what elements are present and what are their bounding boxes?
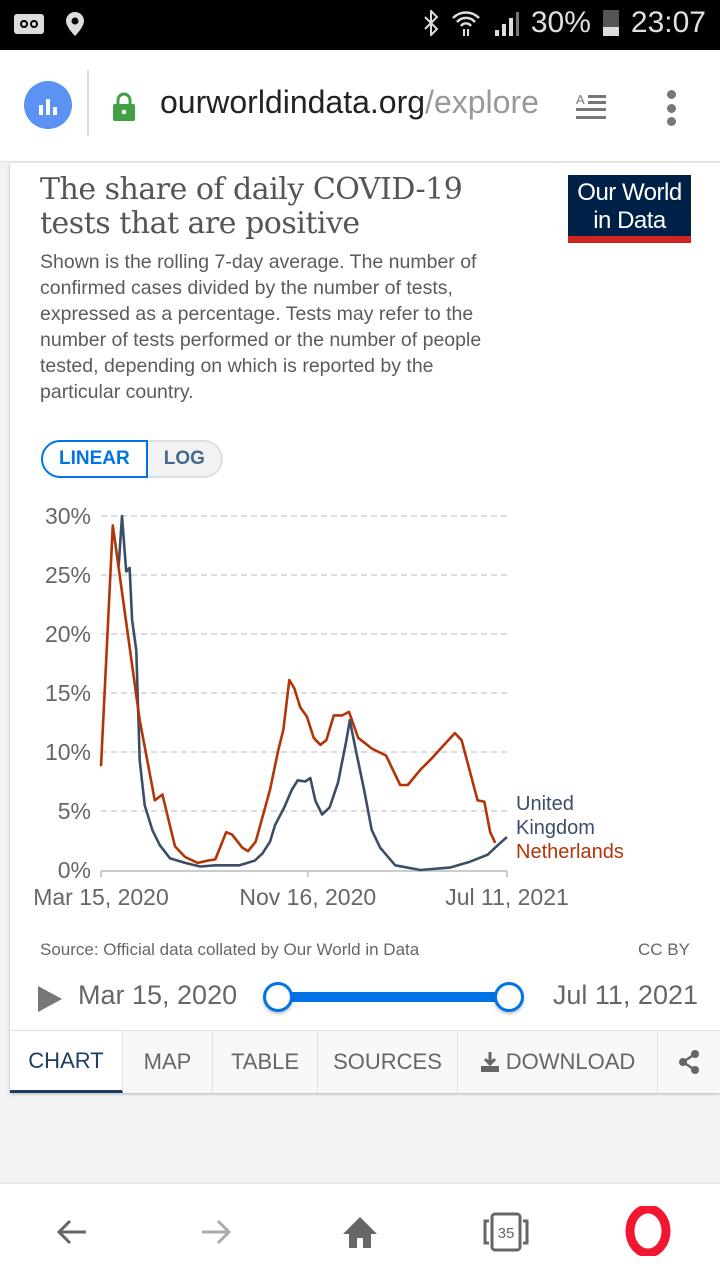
tab-sources-label: SOURCES	[333, 1049, 442, 1074]
share-icon	[679, 1050, 699, 1074]
logo-line-1: Our World	[577, 179, 682, 206]
y-tick-label: 0%	[58, 857, 91, 883]
tab-chart[interactable]: CHART	[10, 1031, 123, 1093]
tab-download[interactable]: DOWNLOAD	[458, 1031, 658, 1093]
series-lines	[99, 514, 508, 872]
series-line-united-kingdom	[117, 514, 508, 872]
status-bar: 30% 23:07	[0, 0, 720, 50]
y-tick-label: 15%	[45, 680, 91, 706]
browser-address-bar: ourworldindata.org/explore A	[0, 50, 720, 162]
chart-card: The share of daily COVID-19 tests that a…	[10, 163, 720, 1093]
lock-icon	[113, 92, 135, 121]
license-link[interactable]: CC BY	[638, 940, 690, 959]
share-button[interactable]	[658, 1031, 720, 1093]
x-axis: Mar 15, 2020 Nov 16, 2020 Jul 11, 2021	[33, 870, 569, 910]
y-tick-label: 25%	[45, 562, 91, 588]
url-domain: ourworldindata.org	[160, 84, 426, 120]
y-tick-label: 30%	[45, 503, 91, 529]
bluetooth-icon	[424, 10, 439, 36]
line-chart: 0% 5% 10% 15% 20% 25% 30% Mar 15, 2020 Nov 16, …	[33, 503, 624, 910]
tab-sources[interactable]: SOURCES	[318, 1031, 458, 1093]
timeline-slider-track[interactable]	[278, 992, 508, 1002]
series-line-netherlands	[99, 524, 497, 865]
timeline: Mar 15, 2020 Jul 11, 2021	[38, 978, 698, 1018]
browser-bottom-nav: 35	[0, 1182, 720, 1280]
divider	[87, 70, 89, 136]
wifi-icon	[451, 11, 480, 36]
reader-mode-icon[interactable]: A	[574, 92, 608, 122]
logo-line-2: in Data	[593, 207, 666, 234]
tabs-icon[interactable]: 35	[482, 1212, 530, 1252]
tab-table[interactable]: TABLE	[213, 1031, 318, 1093]
chart-tabs: CHART MAP TABLE SOURCES DOWNLOAD	[10, 1030, 720, 1093]
timeline-end-date: Jul 11, 2021	[552, 980, 698, 1010]
svg-text:A: A	[576, 92, 585, 107]
forward-arrow-icon[interactable]	[196, 1212, 236, 1252]
tab-map-label: MAP	[143, 1049, 192, 1074]
play-icon[interactable]	[38, 986, 62, 1012]
site-favicon-chart-icon[interactable]	[24, 81, 72, 129]
opera-menu-icon[interactable]	[624, 1206, 672, 1256]
signal-icon	[494, 12, 519, 36]
tab-table-label: TABLE	[230, 1049, 300, 1074]
home-icon[interactable]	[340, 1212, 380, 1252]
linear-scale-button[interactable]: LINEAR	[41, 440, 148, 478]
timeline-end-handle[interactable]	[494, 982, 524, 1012]
tab-chart-label: CHART	[28, 1047, 104, 1073]
url-field[interactable]: ourworldindata.org/explore	[160, 84, 554, 121]
timeline-start-date: Mar 15, 2020	[78, 980, 238, 1010]
tabs-count: 35	[498, 1225, 515, 1242]
voicemail-icon	[14, 14, 44, 34]
y-tick-label: 5%	[58, 798, 91, 824]
chart-subtitle: Shown is the rolling 7-day average. The …	[40, 251, 482, 403]
tab-download-label: DOWNLOAD	[505, 1049, 636, 1074]
x-tick-label: Nov 16, 2020	[239, 884, 376, 910]
tab-map[interactable]: MAP	[123, 1031, 213, 1093]
location-pin-icon	[66, 12, 84, 36]
battery-icon	[602, 10, 619, 36]
x-tick-label: Mar 15, 2020	[33, 884, 169, 910]
back-arrow-icon[interactable]	[52, 1212, 92, 1252]
source-note[interactable]: Source: Official data collated by Our Wo…	[40, 940, 420, 959]
owid-logo[interactable]: Our World in Data	[568, 175, 691, 243]
legend-label: Netherlands	[516, 841, 624, 863]
battery-percent: 30%	[530, 6, 591, 39]
log-scale-button[interactable]: LOG	[147, 440, 223, 478]
overflow-menu-icon[interactable]	[664, 90, 678, 126]
y-tick-label: 20%	[45, 621, 91, 647]
download-icon	[480, 1052, 499, 1072]
y-axis-ticks: 0% 5% 10% 15% 20% 25% 30%	[45, 503, 91, 883]
chart-title: The share of daily COVID-19 tests that a…	[40, 172, 463, 241]
x-tick-label: Jul 11, 2021	[445, 884, 569, 910]
url-path: /explore	[425, 84, 539, 120]
clock: 23:07	[630, 6, 706, 39]
y-tick-label: 10%	[45, 739, 91, 765]
legend-label: Kingdom	[516, 817, 595, 839]
legend-label: United	[516, 793, 574, 815]
scale-toggle: LINEAR LOG	[41, 440, 223, 478]
timeline-start-handle[interactable]	[263, 982, 293, 1012]
gridlines	[101, 515, 507, 812]
